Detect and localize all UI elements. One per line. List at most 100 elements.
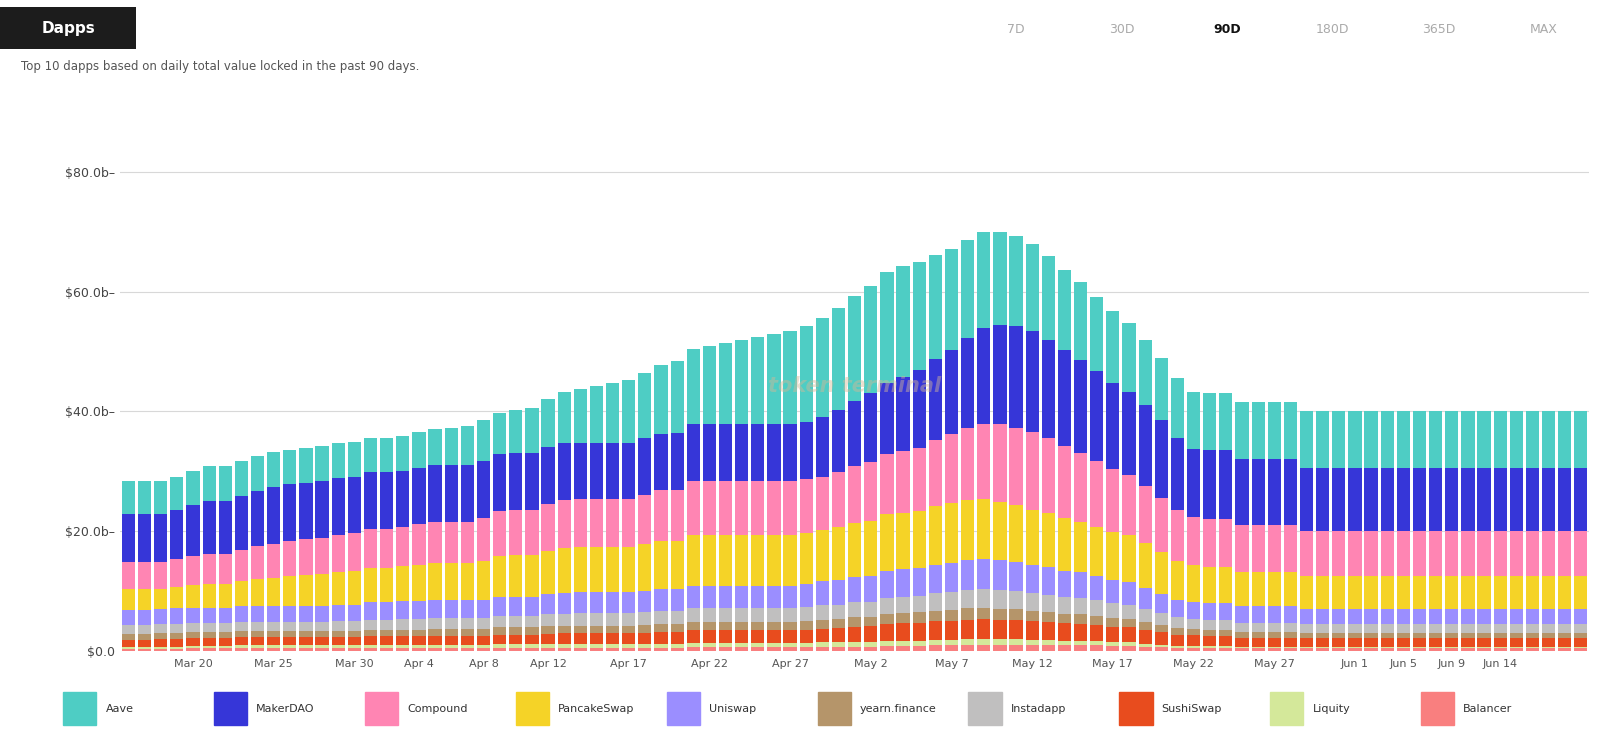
Bar [1074,572,1087,598]
Bar [1316,576,1329,609]
Bar [703,608,716,622]
Bar [913,622,926,640]
Bar [589,386,603,443]
Bar [1558,625,1571,634]
Bar [541,644,555,648]
Bar [1252,459,1265,525]
Bar [1026,622,1038,640]
Bar [799,422,812,479]
Bar [929,646,942,651]
Bar [300,622,313,631]
Bar [348,631,361,637]
Bar [1204,636,1217,646]
Bar [316,637,329,646]
Bar [1444,625,1459,634]
Bar [1412,468,1427,531]
Bar [1542,531,1555,576]
Bar [202,607,215,623]
Bar [1268,525,1281,571]
Bar [509,616,522,628]
Bar [138,640,151,647]
Bar [573,500,587,548]
Bar [1154,625,1168,632]
Bar [897,377,910,452]
Bar [1138,622,1152,630]
Bar [1444,634,1459,638]
Bar [1542,634,1555,638]
Bar [1042,256,1054,340]
Bar [218,649,231,651]
Bar [1090,641,1103,646]
Bar [847,602,862,617]
Bar [573,548,587,592]
Bar [1494,531,1507,576]
Bar [1364,625,1377,634]
Bar [1122,604,1136,619]
Bar [154,625,167,634]
Bar [316,649,329,651]
Bar [477,561,490,600]
Bar [815,628,830,643]
Bar [282,622,297,631]
Bar [687,481,700,535]
Bar [1058,623,1071,640]
Bar [1284,525,1297,571]
Bar [913,595,926,613]
Bar [1526,576,1539,609]
Bar [671,433,684,490]
Bar [1444,647,1459,649]
Bar [186,557,199,585]
Bar [1348,411,1361,468]
Bar [1558,638,1571,647]
Bar [913,640,926,646]
Bar [1170,648,1184,651]
Bar [1494,576,1507,609]
Bar [1170,634,1184,646]
Bar [623,380,636,443]
Bar [477,648,490,651]
Bar [993,589,1006,609]
Bar [1236,459,1249,525]
Bar [623,625,636,634]
Bar [799,607,812,621]
Bar [154,610,167,625]
Bar [557,392,571,443]
Bar [1268,607,1281,622]
Text: 365D: 365D [1422,23,1456,37]
Bar [1575,576,1587,609]
Bar [202,501,215,554]
Bar [557,634,571,644]
Bar [396,619,409,630]
Bar [266,649,281,651]
Bar [1042,612,1054,622]
Bar [1461,638,1475,647]
Bar [607,548,620,592]
Bar [1332,634,1345,638]
Bar [1236,622,1249,632]
Bar [831,527,846,580]
Bar [1026,432,1038,510]
Bar [1300,634,1313,638]
Bar [170,649,183,651]
Bar [348,622,361,631]
Bar [815,417,830,476]
Bar [1204,630,1217,636]
Bar [412,468,425,524]
Bar [332,631,345,637]
FancyBboxPatch shape [1119,692,1152,726]
Bar [880,272,894,383]
Bar [154,589,167,610]
Bar [719,586,732,608]
Bar [1478,411,1491,468]
Bar [266,637,281,646]
Bar [461,648,473,651]
Bar [300,448,313,482]
Bar [1154,647,1168,651]
Bar [863,521,878,576]
Bar [380,646,393,649]
Bar [929,640,942,646]
Bar [1316,649,1329,651]
Bar [977,619,990,640]
Bar [1348,576,1361,609]
Bar [186,632,199,638]
